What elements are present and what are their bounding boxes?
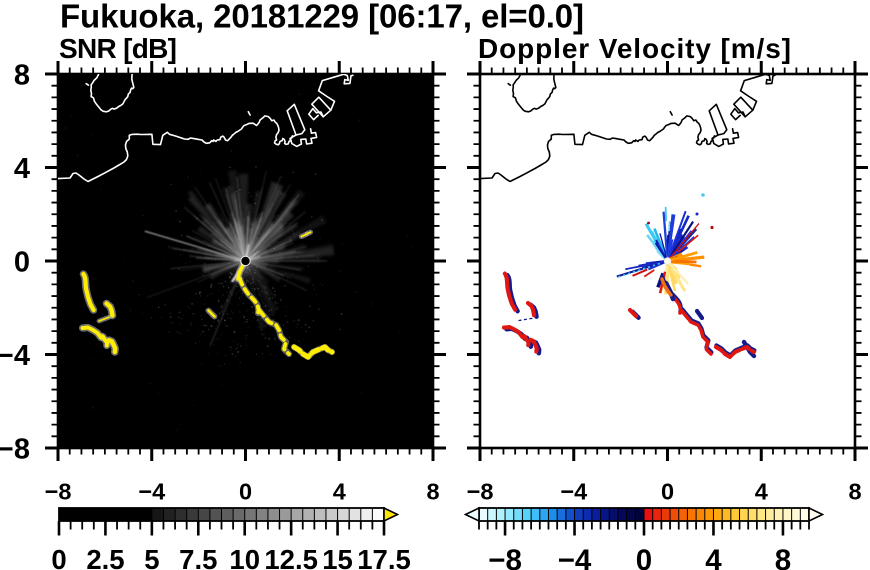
svg-text:12.5: 12.5 (264, 544, 318, 570)
svg-text:4: 4 (705, 544, 722, 570)
svg-text:−4: −4 (0, 340, 30, 372)
svg-text:8: 8 (426, 479, 439, 505)
svg-text:0: 0 (239, 479, 252, 505)
svg-text:0: 0 (661, 479, 674, 505)
svg-text:4: 4 (14, 153, 30, 185)
svg-text:7.5: 7.5 (179, 544, 217, 570)
svg-text:−4: −4 (138, 479, 165, 505)
svg-text:Doppler Velocity [m/s]: Doppler Velocity [m/s] (478, 33, 791, 64)
svg-text:4: 4 (333, 479, 346, 505)
svg-text:Fukuoka, 20181229 [06:17, el=0: Fukuoka, 20181229 [06:17, el=0.0] (60, 0, 584, 35)
svg-text:5: 5 (144, 544, 159, 570)
svg-text:15: 15 (322, 544, 353, 570)
svg-text:8: 8 (14, 59, 30, 91)
svg-text:−8: −8 (467, 479, 494, 505)
svg-text:−8: −8 (45, 479, 72, 505)
svg-text:0: 0 (14, 246, 30, 278)
svg-text:SNR [dB]: SNR [dB] (59, 33, 177, 64)
svg-text:17.5: 17.5 (357, 544, 411, 570)
svg-text:10: 10 (229, 544, 260, 570)
svg-text:8: 8 (848, 479, 861, 505)
svg-text:2.5: 2.5 (86, 544, 124, 570)
svg-text:4: 4 (755, 479, 768, 505)
svg-text:8: 8 (775, 544, 791, 570)
svg-text:0: 0 (51, 544, 66, 570)
svg-text:−8: −8 (488, 544, 522, 570)
svg-text:0: 0 (636, 544, 652, 570)
svg-text:−8: −8 (0, 433, 30, 465)
svg-text:−4: −4 (558, 544, 592, 570)
svg-text:−4: −4 (560, 479, 587, 505)
